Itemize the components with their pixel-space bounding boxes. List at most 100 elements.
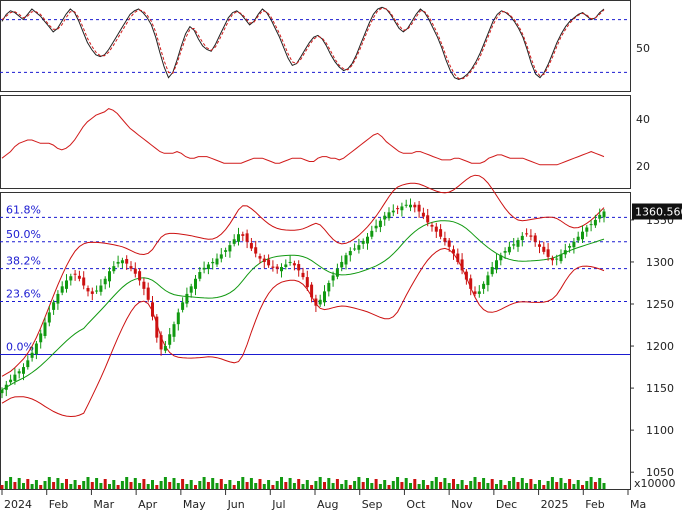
volume-bar-8 <box>34 480 38 489</box>
candle-body-47 <box>202 267 206 270</box>
volume-bar-35 <box>151 480 154 489</box>
candle-body-48 <box>206 264 210 270</box>
candle-body-25 <box>108 271 111 282</box>
volume-bar-136 <box>585 481 589 489</box>
bollinger-upper <box>1 174 605 377</box>
volume-bar-49 <box>211 478 215 489</box>
candle-body-118 <box>507 246 511 253</box>
xtick-label-9: Oct <box>406 498 426 511</box>
volume-bar-18 <box>77 485 81 489</box>
candle-body-12 <box>52 302 56 310</box>
volume-bar-36 <box>155 485 159 489</box>
candle-body-62 <box>267 259 271 266</box>
candle-body-22 <box>95 290 99 292</box>
candle-body-137 <box>589 224 593 226</box>
volume-bar-21 <box>90 482 94 489</box>
candle-body-80 <box>344 255 348 265</box>
candle-body-26 <box>112 266 116 272</box>
volume-bar-123 <box>529 479 533 489</box>
candle-body-54 <box>232 239 236 244</box>
volume-bar-61 <box>262 484 266 489</box>
candle-body-3 <box>13 374 17 381</box>
candle-body-38 <box>163 346 167 351</box>
candle-body-116 <box>499 255 503 261</box>
volume-bar-97 <box>417 484 421 489</box>
volume-bar-11 <box>47 477 51 489</box>
volume-bar-67 <box>288 478 292 489</box>
volume-bar-72 <box>310 485 314 489</box>
fib-label-3: 23.6% <box>6 287 41 300</box>
adx-layer <box>1 108 605 166</box>
volume-bar-133 <box>572 484 576 489</box>
candle-body-130 <box>559 254 563 262</box>
candle-body-66 <box>284 264 288 267</box>
adx-series-0 <box>1 108 605 166</box>
volume-bar-13 <box>56 478 60 489</box>
volume-bar-119 <box>512 477 516 489</box>
candle-body-40 <box>172 324 176 337</box>
candle-body-43 <box>185 293 189 304</box>
price-ytick-label-3: 1200 <box>646 340 674 353</box>
candle-body-9 <box>39 333 43 343</box>
candle-body-115 <box>495 260 498 270</box>
volume-bar-125 <box>538 480 541 489</box>
volume-bar-0 <box>0 485 4 489</box>
candle-body-69 <box>297 264 301 271</box>
candle-body-126 <box>542 246 546 252</box>
candle-body-110 <box>473 291 477 294</box>
xtick-label-13: Feb <box>585 498 604 511</box>
price-ytick-label-6: 1050 <box>646 466 674 479</box>
candle-body-84 <box>361 240 365 244</box>
volume-bar-2 <box>9 477 13 489</box>
volume-bar-51 <box>219 479 223 489</box>
xtick-label-10: Nov <box>451 498 473 511</box>
candle-body-88 <box>378 220 382 228</box>
candle-body-24 <box>103 278 107 285</box>
price-ytick-label-2: 1250 <box>646 298 674 311</box>
candle-body-75 <box>323 291 326 303</box>
volume-bar-64 <box>275 481 279 489</box>
adx-tick-40: 40 <box>636 113 650 126</box>
price-ytick-label-4: 1150 <box>646 382 674 395</box>
candle-body-29 <box>125 259 129 264</box>
volume-bar-70 <box>301 484 305 489</box>
fib-label-0: 61.8% <box>6 203 41 216</box>
candle-body-74 <box>318 299 322 305</box>
volume-bar-95 <box>409 483 412 489</box>
candle-body-133 <box>572 241 576 248</box>
candle-body-33 <box>142 281 146 289</box>
volume-bar-44 <box>189 480 193 489</box>
candle-body-131 <box>563 250 567 255</box>
volume-bar-43 <box>185 484 189 489</box>
volume-bar-130 <box>559 478 563 489</box>
candle-body-127 <box>546 249 550 257</box>
volume-bar-31 <box>133 478 137 489</box>
volume-bar-105 <box>452 479 455 489</box>
volume-bar-87 <box>374 479 378 489</box>
candle-body-85 <box>366 236 369 244</box>
volume-bar-107 <box>460 480 464 489</box>
moving-average <box>1 220 605 391</box>
candle-body-19 <box>82 277 86 286</box>
stoch-series-0 <box>1 6 605 80</box>
candle-body-103 <box>443 237 447 242</box>
candle-body-93 <box>400 206 404 211</box>
volume-bar-75 <box>323 482 326 489</box>
xtick-label-1: Feb <box>49 498 68 511</box>
candle-body-122 <box>525 233 529 235</box>
volume-bar-99 <box>426 485 430 489</box>
volume-bar-102 <box>439 482 443 489</box>
volume-bar-69 <box>297 479 301 489</box>
volume-bar-28 <box>120 481 124 489</box>
volume-bar-80 <box>344 480 348 489</box>
candle-body-100 <box>430 224 434 227</box>
candle-body-41 <box>176 312 180 325</box>
candle-body-59 <box>254 247 258 254</box>
volume-bar-41 <box>176 483 180 489</box>
volume-bar-74 <box>318 477 322 489</box>
volume-bar-137 <box>589 477 593 489</box>
volume-bar-46 <box>198 481 202 489</box>
candle-body-113 <box>486 275 490 286</box>
candle-body-11 <box>47 312 51 323</box>
